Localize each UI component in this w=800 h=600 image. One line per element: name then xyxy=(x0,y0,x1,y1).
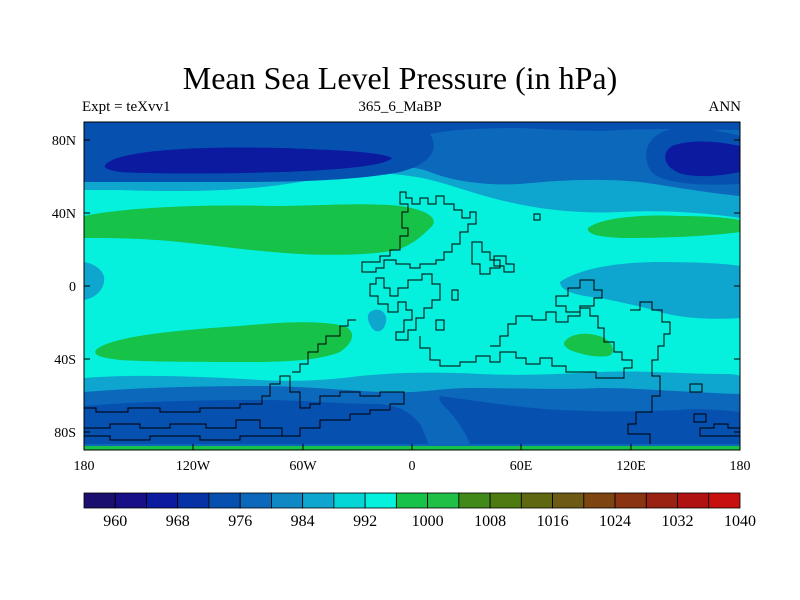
y-tick-label: 80S xyxy=(54,426,76,441)
colorbar-swatch xyxy=(552,492,585,509)
experiment-label: Expt = teXvv1 xyxy=(82,99,171,115)
colorbar-swatch xyxy=(583,492,616,509)
colorbar-swatch xyxy=(208,492,241,509)
pressure-field xyxy=(84,122,740,450)
x-tick-label: 120W xyxy=(176,459,211,474)
season-label: ANN xyxy=(708,99,742,115)
y-tick-label: 40S xyxy=(54,353,76,368)
y-tick-label: 80N xyxy=(52,134,76,149)
colorbar-tick-label: 968 xyxy=(166,513,190,530)
colorbar-swatch xyxy=(520,492,553,509)
colorbar-swatch xyxy=(677,492,710,509)
y-tick-label: 0 xyxy=(69,280,76,295)
colorbar-tick-label: 960 xyxy=(103,513,127,530)
colorbar-tick-label: 1024 xyxy=(599,513,631,530)
colorbar-swatch xyxy=(458,492,491,509)
colorbar-swatch xyxy=(177,492,210,509)
x-tick-label: 180 xyxy=(74,459,95,474)
colorbar-swatch xyxy=(333,492,366,509)
axis-ticks xyxy=(83,139,741,450)
colorbar-swatch xyxy=(83,492,116,509)
x-tick-label: 60W xyxy=(289,459,317,474)
colorbar-swatch xyxy=(146,492,179,509)
colorbar-swatch xyxy=(271,492,304,509)
colorbar-swatch xyxy=(364,492,397,509)
period-label: 365_6_MaBP xyxy=(358,99,442,115)
colorbar-tick-label: 984 xyxy=(291,513,315,530)
x-tick-label: 0 xyxy=(409,459,416,474)
colorbar-tick-label: 1040 xyxy=(724,513,756,530)
colorbar-tick-label: 1032 xyxy=(662,513,694,530)
colorbar-tick-label: 992 xyxy=(353,513,377,530)
colorbar-swatch xyxy=(708,492,741,509)
colorbar-tick-label: 1016 xyxy=(537,513,569,530)
coastline-outlines xyxy=(84,191,740,444)
colorbar-tick-label: 1000 xyxy=(412,513,444,530)
colorbar-swatch xyxy=(395,492,429,509)
x-tick-label: 180 xyxy=(730,459,751,474)
map-title: Mean Sea Level Pressure (in hPa) xyxy=(182,60,618,96)
colorbar-swatch xyxy=(489,492,522,509)
colorbar-swatch xyxy=(239,492,272,509)
colorbar xyxy=(83,492,741,509)
x-tick-label: 120E xyxy=(616,459,646,474)
colorbar-swatch xyxy=(427,492,460,509)
colorbar-tick-label: 976 xyxy=(228,513,252,530)
colorbar-labels: 960 968 976 984 992 1000 1008 1016 1024 1032 1040 xyxy=(103,513,756,530)
y-tick-label: 40N xyxy=(52,207,76,222)
colorbar-swatch xyxy=(114,492,147,509)
x-axis-labels: 180 120W 60W 0 60E 120E 180 xyxy=(74,459,751,474)
colorbar-swatch xyxy=(614,492,647,509)
colorbar-swatch xyxy=(645,492,678,509)
y-axis-labels: 80N 40N 0 40S 80S xyxy=(52,134,76,441)
colorbar-tick-label: 1008 xyxy=(474,513,506,530)
x-tick-label: 60E xyxy=(510,459,533,474)
colorbar-swatch xyxy=(302,492,335,509)
